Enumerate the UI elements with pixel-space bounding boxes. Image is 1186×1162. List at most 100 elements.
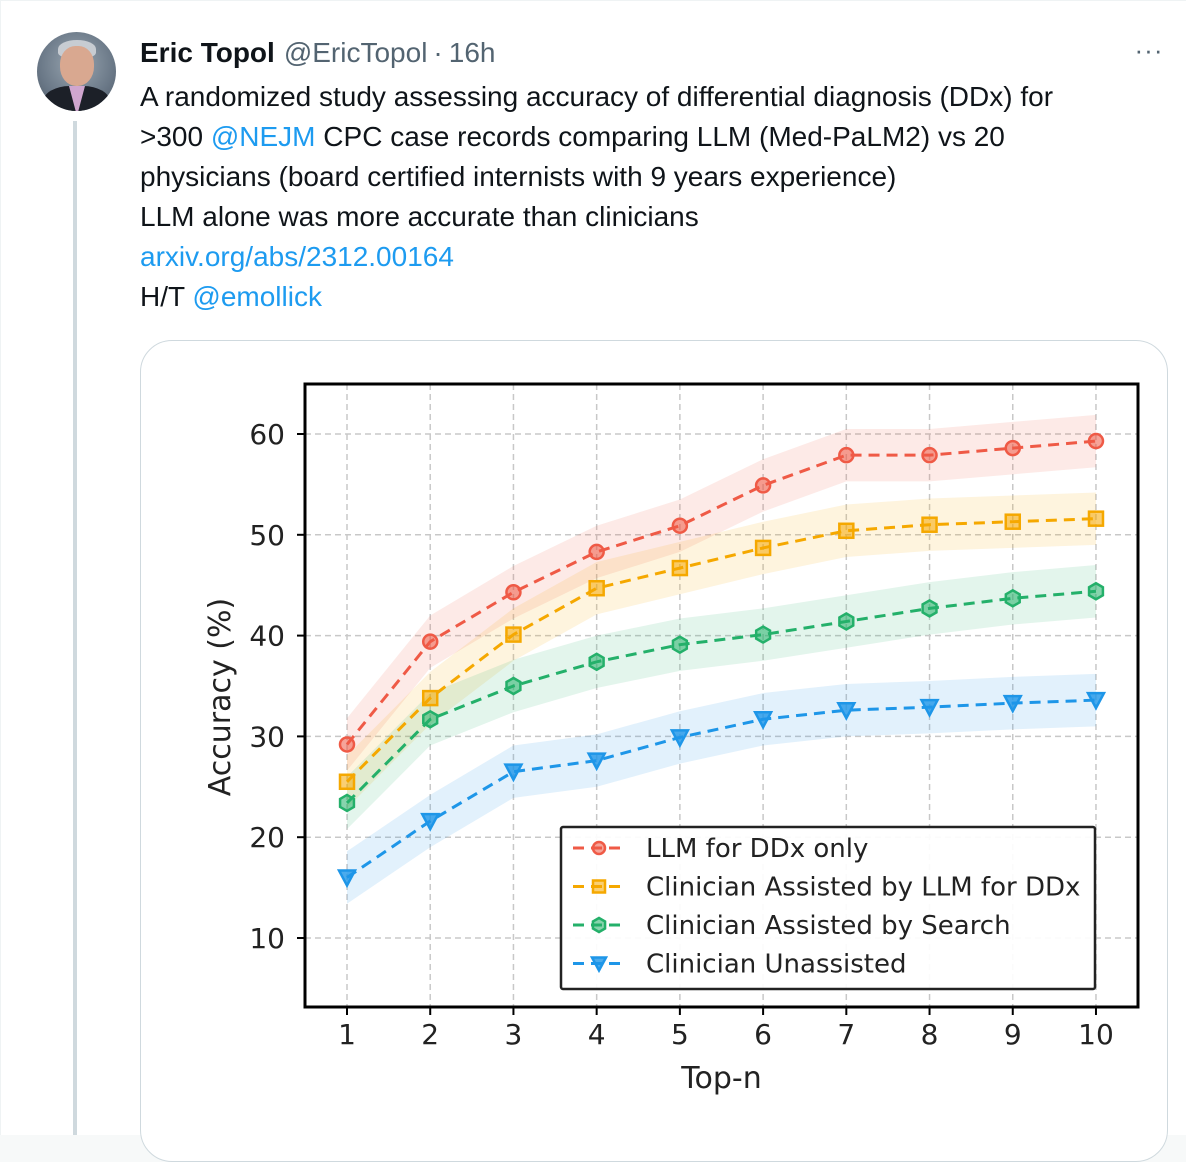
x-tick-label: 1	[338, 1018, 356, 1051]
x-tick-label: 2	[421, 1018, 439, 1051]
x-tick-label: 9	[1004, 1018, 1022, 1051]
data-point	[589, 956, 609, 974]
data-point	[591, 879, 607, 894]
mention-nejm-link[interactable]: @NEJM	[210, 121, 316, 152]
data-point	[1004, 588, 1021, 608]
x-tick-label: 5	[671, 1018, 689, 1051]
data-point	[421, 689, 439, 707]
separator-dot: ·	[433, 37, 443, 68]
series-line	[345, 517, 1097, 783]
data-point	[1087, 432, 1105, 450]
data-point	[422, 709, 439, 729]
series-line	[346, 698, 1097, 879]
confidence-band	[347, 492, 1096, 808]
data-point	[921, 598, 938, 618]
tweet-text-line: LLM alone was more accurate than clinici…	[140, 201, 699, 232]
tweet-text-line: arxiv.org/abs/2312.00164	[140, 237, 1170, 277]
data-point	[505, 626, 522, 643]
data-point	[586, 752, 607, 772]
data-point	[753, 711, 774, 730]
data-point	[1087, 510, 1105, 527]
accuracy-chart: 1 2 3 4 5 6 7 8 9 10 10 20 30 40 50 60 Top-n Accuracy (%)…	[203, 382, 1140, 1096]
data-point	[669, 729, 690, 749]
data-point	[754, 625, 772, 645]
y-tick-label: 10	[249, 922, 285, 955]
x-tick-label: 6	[754, 1018, 772, 1051]
data-point	[420, 812, 441, 832]
data-point	[754, 539, 772, 557]
legend-box	[559, 825, 1097, 991]
data-point	[503, 763, 524, 783]
author-handle[interactable]: @EricTopol	[283, 37, 428, 68]
tweet-image[interactable]: 1 2 3 4 5 6 7 8 9 10 10 20 30 40 50 60 Top-n Accuracy (%)…	[140, 340, 1168, 1162]
confidence-band	[347, 673, 1096, 904]
tweet-header: Eric Topol @EricTopol · 16h	[140, 33, 495, 73]
confidence-band	[347, 565, 1096, 830]
legend-label: LLM for DDx only	[646, 834, 868, 864]
data-point	[1087, 581, 1105, 601]
mention-emollick-link[interactable]: @emollick	[192, 281, 322, 312]
legend-label: Clinician Unassisted	[646, 950, 907, 980]
tweet-text-line: H/T @emollick	[140, 277, 1170, 317]
thread-line	[73, 121, 77, 1135]
y-tick-label: 20	[249, 821, 285, 854]
x-tick-label: 7	[837, 1018, 855, 1051]
tweet-text: A randomized study assessing accuracy of…	[140, 77, 1170, 317]
data-point	[505, 584, 522, 601]
data-point	[838, 612, 855, 631]
x-axis-label: Top-n	[680, 1061, 761, 1096]
data-point	[838, 446, 855, 464]
tweet-text-line: A randomized study assessing accuracy of…	[140, 81, 1054, 112]
data-point	[591, 916, 607, 934]
data-point	[838, 522, 855, 540]
data-point	[921, 446, 938, 464]
tweet-text-line: >300 @NEJM CPC case records comparing LL…	[140, 117, 1170, 157]
tweet-text-line: physicians (board certified internists w…	[140, 161, 897, 192]
x-tick-label: 4	[588, 1018, 606, 1051]
x-tick-label: 3	[505, 1018, 523, 1051]
data-point	[1002, 694, 1023, 714]
data-point	[421, 633, 439, 650]
confidence-band	[347, 414, 1096, 771]
text-fragment: H/T	[140, 281, 193, 312]
more-options-icon[interactable]: ···	[1134, 35, 1164, 65]
data-point	[754, 477, 772, 494]
legend-label: Clinician Assisted by Search	[646, 911, 1011, 941]
y-tick-label: 40	[249, 620, 285, 653]
y-tick-label: 60	[249, 418, 285, 451]
text-fragment: CPC case records comparing LLM (Med-PaLM…	[315, 121, 1005, 152]
data-point	[921, 516, 938, 533]
series-line	[345, 589, 1097, 804]
data-point	[1004, 513, 1022, 530]
data-point	[836, 701, 857, 721]
data-point	[336, 869, 358, 889]
x-tick-label: 10	[1078, 1018, 1114, 1051]
data-point	[338, 793, 356, 813]
arxiv-link[interactable]: arxiv.org/abs/2312.00164	[140, 241, 454, 272]
data-point	[588, 579, 605, 597]
x-tick-label: 8	[921, 1018, 939, 1051]
data-point	[919, 698, 940, 718]
data-point	[1004, 439, 1022, 457]
data-point	[671, 517, 689, 534]
data-point	[588, 652, 605, 672]
y-axis-label: Accuracy (%)	[203, 598, 238, 796]
data-point	[671, 635, 689, 655]
data-point	[1085, 691, 1107, 711]
data-point	[505, 676, 522, 696]
legend-label: Clinician Assisted by LLM for DDx	[646, 873, 1080, 903]
author-avatar[interactable]	[37, 32, 116, 111]
y-tick-label: 50	[249, 519, 285, 552]
data-point	[588, 543, 605, 561]
author-name[interactable]: Eric Topol	[140, 37, 275, 68]
data-point	[338, 736, 356, 753]
data-point	[591, 840, 607, 856]
series-line	[345, 439, 1097, 746]
y-tick-label: 30	[249, 720, 285, 753]
plot-frame	[303, 382, 1140, 1009]
tweet-timestamp[interactable]: 16h	[448, 37, 496, 68]
avatar-face	[60, 46, 94, 86]
data-point	[671, 559, 689, 577]
data-point	[338, 773, 356, 791]
